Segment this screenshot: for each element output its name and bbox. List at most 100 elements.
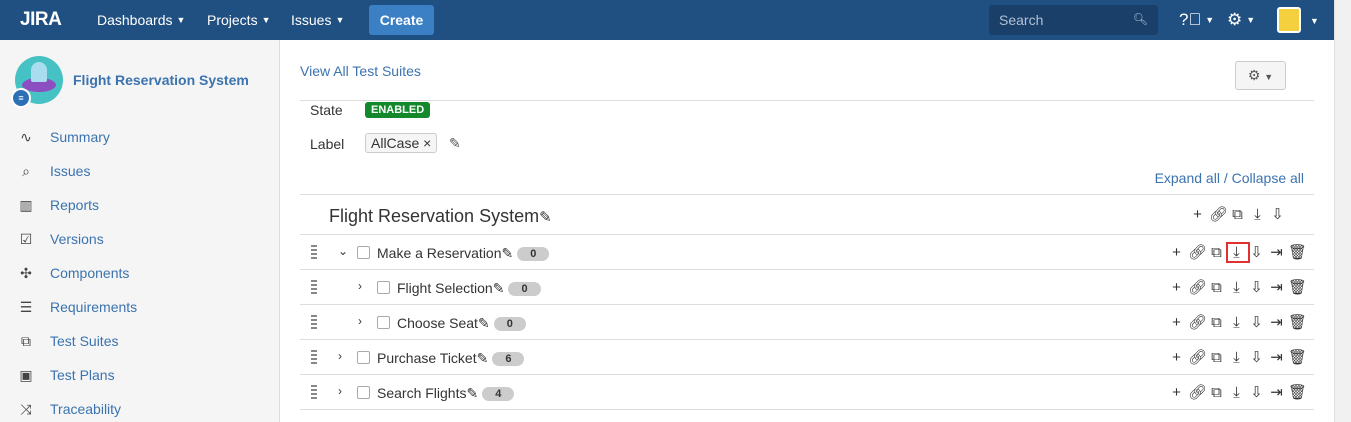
create-button[interactable]: Create [369, 5, 434, 35]
trash-icon[interactable]: 🗑︎ [1288, 349, 1311, 366]
expand-all-link[interactable]: Expand all [1154, 170, 1220, 186]
caret-down-icon[interactable]: ▼ [1310, 16, 1319, 26]
add-icon[interactable]: + [1172, 314, 1184, 331]
chevron-right-icon[interactable]: › [358, 279, 362, 293]
move-icon[interactable]: ⇥ [1270, 384, 1286, 401]
project-name[interactable]: Flight Reservation System [73, 72, 249, 88]
jira-logo[interactable]: JIRA [20, 9, 62, 30]
user-avatar[interactable] [1277, 7, 1301, 33]
suite-name[interactable]: Purchase Ticket✎ 6 [377, 350, 525, 367]
link-icon[interactable]: 🔗︎ [1188, 279, 1211, 296]
versions-icon: ☑ [19, 231, 33, 247]
menu-icon[interactable]: ≡ [11, 88, 31, 108]
search-placeholder: Search [999, 12, 1044, 28]
scrollbar[interactable] [1334, 0, 1351, 422]
download-icon[interactable]: ⤓ [1226, 242, 1250, 263]
activity-icon: ∿ [20, 129, 32, 145]
test-suite-icon[interactable]: ⧉ [1211, 244, 1225, 261]
move-icon[interactable]: ⇥ [1270, 244, 1286, 261]
sidebar-item-summary[interactable]: ∿ Summary [15, 129, 110, 149]
test-suite-icon[interactable]: ⧉ [1232, 206, 1246, 223]
add-icon[interactable]: + [1172, 349, 1184, 366]
trash-icon[interactable]: 🗑︎ [1288, 244, 1311, 261]
link-icon[interactable]: 🔗︎ [1188, 384, 1211, 401]
suite-name[interactable]: Flight Selection✎ 0 [397, 280, 541, 297]
move-icon[interactable]: ⇥ [1270, 349, 1286, 366]
row-checkbox[interactable] [377, 316, 390, 329]
edit-pencil-icon[interactable]: ✎ [477, 315, 490, 331]
row-checkbox[interactable] [357, 386, 370, 399]
test-suite-icon[interactable]: ⧉ [1211, 384, 1225, 401]
help-icon[interactable]: ?⃝ ▼ [1179, 10, 1215, 29]
drag-handle[interactable] [311, 280, 317, 294]
link-icon[interactable]: 🔗︎ [1209, 206, 1232, 223]
download-icon[interactable]: ⤓ [1233, 349, 1243, 366]
add-icon[interactable]: + [1193, 206, 1205, 223]
import-icon[interactable]: ⇩ [1250, 244, 1266, 261]
tag-text: AllCase [371, 135, 420, 151]
sidebar-item-test-plans[interactable]: ▣ Test Plans [15, 367, 114, 387]
link-icon[interactable]: 🔗︎ [1188, 349, 1211, 366]
row-checkbox[interactable] [357, 246, 370, 259]
sidebar-item-issues[interactable]: ⌕ Issues [15, 163, 90, 183]
settings-dropdown-button[interactable]: ⚙ ▼ [1235, 61, 1286, 90]
drag-handle[interactable] [311, 315, 317, 329]
trash-icon[interactable]: 🗑︎ [1288, 279, 1311, 296]
link-icon[interactable]: 🔗︎ [1188, 314, 1211, 331]
nav-projects[interactable]: Projects ▼ [207, 12, 271, 28]
download-icon[interactable]: ⤓ [1254, 206, 1264, 223]
add-icon[interactable]: + [1172, 279, 1184, 296]
test-suite-icon[interactable]: ⧉ [1211, 349, 1225, 366]
edit-pencil-icon[interactable]: ✎ [449, 135, 461, 151]
suite-label: Search Flights [377, 385, 467, 401]
drag-handle[interactable] [311, 350, 317, 364]
download-icon[interactable]: ⤓ [1233, 314, 1243, 331]
sidebar-item-traceability[interactable]: ⤨ Traceability [15, 401, 121, 421]
nav-issues[interactable]: Issues ▼ [291, 12, 344, 28]
trash-icon[interactable]: 🗑︎ [1288, 384, 1311, 401]
test-suite-icon[interactable]: ⧉ [1211, 279, 1225, 296]
chevron-down-icon[interactable]: ⌄ [338, 244, 349, 258]
chevron-right-icon[interactable]: › [358, 314, 362, 328]
import-icon[interactable]: ⇩ [1250, 314, 1266, 331]
sidebar-item-test-suites[interactable]: ⧉ Test Suites [15, 333, 118, 353]
chevron-right-icon[interactable]: › [338, 384, 342, 398]
import-icon[interactable]: ⇩ [1271, 206, 1287, 223]
trash-icon[interactable]: 🗑︎ [1288, 314, 1311, 331]
import-icon[interactable]: ⇩ [1250, 279, 1266, 296]
edit-pencil-icon[interactable]: ✎ [466, 385, 479, 401]
view-all-test-suites-link[interactable]: View All Test Suites [300, 63, 421, 79]
link-icon[interactable]: 🔗︎ [1188, 244, 1211, 261]
sidebar-item-versions[interactable]: ☑ Versions [15, 231, 104, 251]
nav-dashboards[interactable]: Dashboards ▼ [97, 12, 185, 28]
test-suite-icon[interactable]: ⧉ [1211, 314, 1225, 331]
row-checkbox[interactable] [357, 351, 370, 364]
add-icon[interactable]: + [1172, 244, 1184, 261]
row-checkbox[interactable] [377, 281, 390, 294]
gear-icon[interactable]: ⚙ ▼ [1227, 10, 1256, 29]
import-icon[interactable]: ⇩ [1250, 349, 1266, 366]
download-icon[interactable]: ⤓ [1233, 384, 1243, 401]
download-icon[interactable]: ⤓ [1233, 279, 1243, 296]
search-input[interactable]: Search 🔍︎ [989, 5, 1158, 35]
edit-pencil-icon[interactable]: ✎ [501, 245, 514, 261]
drag-handle[interactable] [311, 245, 317, 259]
suite-name[interactable]: Make a Reservation✎ 0 [377, 245, 550, 262]
suite-name[interactable]: Choose Seat✎ 0 [397, 315, 526, 332]
move-icon[interactable]: ⇥ [1270, 314, 1286, 331]
remove-icon[interactable]: × [423, 135, 432, 151]
import-icon[interactable]: ⇩ [1250, 384, 1266, 401]
collapse-all-link[interactable]: Collapse all [1231, 170, 1304, 186]
sidebar-item-components[interactable]: ✣ Components [15, 265, 129, 285]
suite-row: › Flight Selection✎ 0 + 🔗︎⧉ ⤓ ⇩ ⇥ 🗑︎ [300, 269, 1314, 304]
sidebar-item-reports[interactable]: ▥ Reports [15, 197, 99, 217]
edit-pencil-icon[interactable]: ✎ [539, 209, 552, 226]
edit-pencil-icon[interactable]: ✎ [492, 280, 505, 296]
edit-pencil-icon[interactable]: ✎ [476, 350, 489, 366]
move-icon[interactable]: ⇥ [1270, 279, 1286, 296]
sidebar-item-requirements[interactable]: ☰ Requirements [15, 299, 137, 319]
suite-name[interactable]: Search Flights✎ 4 [377, 385, 515, 402]
add-icon[interactable]: + [1172, 384, 1184, 401]
chevron-right-icon[interactable]: › [338, 349, 342, 363]
drag-handle[interactable] [311, 385, 317, 399]
